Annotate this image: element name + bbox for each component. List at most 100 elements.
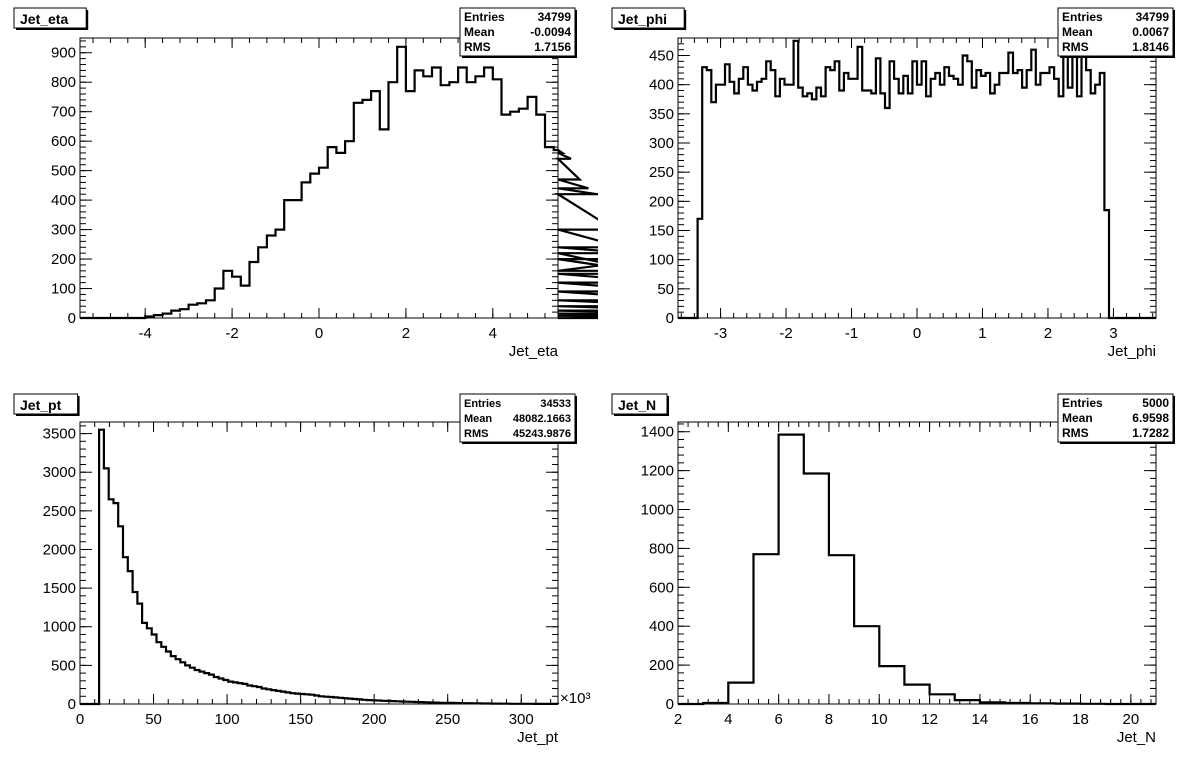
histogram-title: Jet_pt <box>13 393 80 416</box>
histogram-jet-n: 2 4 6 8 10 12 14 16 18 20020040060080010001200140… <box>611 393 1175 746</box>
stats-box: Entries 34799 Mean 0.0067 RMS 1.8146 <box>1057 7 1175 58</box>
x-tick-label: 250 <box>435 711 460 728</box>
x-tick-label: 4 <box>489 325 497 342</box>
x-axis-label: Jet_N <box>1117 729 1156 746</box>
histogram-line <box>678 433 1156 706</box>
y-tick-label: 1000 <box>641 502 674 519</box>
x-axis-scale-label: ×10³ <box>560 690 590 707</box>
histogram-jet-pt: 0 50 100 150 200 250 3000500100015002000250030… <box>13 393 590 746</box>
stats-label: RMS <box>1062 40 1089 54</box>
x-tick-label: -4 <box>139 325 152 342</box>
x-tick-label: 2 <box>402 325 410 342</box>
x-tick-label: 12 <box>921 711 938 728</box>
y-tick-label: 700 <box>51 104 76 121</box>
stats-value: 34799 <box>1136 10 1170 24</box>
x-tick-label: 14 <box>972 711 989 728</box>
stats-box: Entries 5000 Mean 6.9598 RMS 1.7282 <box>1057 393 1175 444</box>
y-tick-label: 0 <box>68 310 76 327</box>
stats-value: 45243.9876 <box>513 428 571 440</box>
x-tick-label: 20 <box>1122 711 1139 728</box>
x-tick-label: 2 <box>674 711 682 728</box>
stats-value: 5000 <box>1142 396 1169 410</box>
x-tick-label: 0 <box>315 325 323 342</box>
stats-box: Entries 34799 Mean -0.0094 RMS 1.7156 <box>459 7 577 58</box>
y-tick-label: 200 <box>649 193 674 210</box>
y-tick-label: 200 <box>649 657 674 674</box>
y-tick-label: 800 <box>649 540 674 557</box>
y-tick-label: 250 <box>649 164 674 181</box>
x-axis-label: Jet_phi <box>1108 343 1156 360</box>
y-tick-label: 200 <box>51 251 76 268</box>
y-tick-label: 600 <box>649 579 674 596</box>
stats-label: RMS <box>464 40 491 54</box>
stats-value: 1.7156 <box>534 40 571 54</box>
y-tick-label: 400 <box>649 77 674 94</box>
stats-box: Entries 34533 Mean 48082.1663 RMS 45243.9876 <box>459 393 577 444</box>
histogram-line <box>678 39 1156 320</box>
histogram-title-text: Jet_N <box>618 397 656 413</box>
x-tick-label: 2 <box>1044 325 1052 342</box>
stats-label: Mean <box>464 413 492 425</box>
stats-value: 6.9598 <box>1132 411 1169 425</box>
x-tick-label: 18 <box>1072 711 1089 728</box>
y-tick-label: 150 <box>649 223 674 240</box>
x-tick-label: -2 <box>225 325 238 342</box>
stats-label: Entries <box>1062 396 1103 410</box>
histogram-title-text: Jet_pt <box>20 397 62 413</box>
y-tick-label: 600 <box>51 133 76 150</box>
stats-value: 34533 <box>540 398 571 410</box>
x-tick-label: 200 <box>362 711 387 728</box>
stats-label: Mean <box>1062 411 1093 425</box>
y-tick-label: 500 <box>51 163 76 180</box>
y-tick-label: 0 <box>666 696 674 713</box>
stats-label: Entries <box>464 398 501 410</box>
stats-value: 34799 <box>538 10 572 24</box>
x-tick-label: 10 <box>871 711 888 728</box>
y-tick-label: 100 <box>649 252 674 269</box>
y-tick-label: 3000 <box>43 464 76 481</box>
y-tick-label: 800 <box>51 74 76 91</box>
stats-label: RMS <box>1062 426 1089 440</box>
y-tick-label: 500 <box>51 657 76 674</box>
stats-value: 48082.1663 <box>513 413 571 425</box>
histogram-line <box>80 45 598 320</box>
histogram-title: Jet_phi <box>611 7 687 30</box>
y-tick-label: 1400 <box>641 424 674 441</box>
stats-label: Entries <box>1062 10 1103 24</box>
y-tick-label: 300 <box>649 135 674 152</box>
plot-frame <box>79 37 559 319</box>
stats-value: 1.7282 <box>1132 426 1169 440</box>
x-tick-label: 1 <box>978 325 986 342</box>
y-tick-label: 400 <box>51 192 76 209</box>
x-tick-label: -1 <box>845 325 858 342</box>
x-tick-label: 0 <box>76 711 84 728</box>
y-tick-label: 900 <box>51 45 76 62</box>
y-tick-label: 1200 <box>641 463 674 480</box>
x-tick-label: 4 <box>724 711 732 728</box>
y-tick-label: 350 <box>649 106 674 123</box>
stats-value: 0.0067 <box>1132 25 1169 39</box>
x-tick-label: 150 <box>288 711 313 728</box>
x-tick-label: 300 <box>509 711 534 728</box>
x-tick-label: 8 <box>825 711 833 728</box>
plot-frame <box>677 421 1157 705</box>
histogram-title: Jet_eta <box>13 7 89 30</box>
y-tick-label: 0 <box>666 310 674 327</box>
histogram-jet-phi: -3 -2 -1 0 1 2 3 0 50 100 150 200 250 300 350 400 450 Jet… <box>611 7 1175 360</box>
x-tick-label: 16 <box>1022 711 1039 728</box>
x-tick-label: -3 <box>714 325 727 342</box>
y-tick-label: 450 <box>649 48 674 65</box>
y-tick-label: 50 <box>657 281 674 298</box>
histogram-title-text: Jet_eta <box>20 11 68 27</box>
y-tick-label: 100 <box>51 281 76 298</box>
stats-value: -0.0094 <box>530 25 571 39</box>
y-tick-label: 1500 <box>43 580 76 597</box>
plot-frame <box>79 421 559 705</box>
histogram-jet-eta: -4 -2 0 2 4 0 100 200 300 400 500 600 700 800 900 Jet_e… <box>13 7 598 360</box>
x-tick-label: 6 <box>774 711 782 728</box>
y-tick-label: 1000 <box>43 619 76 636</box>
stats-label: Mean <box>1062 25 1093 39</box>
stats-label: RMS <box>464 428 488 440</box>
x-tick-label: 100 <box>215 711 240 728</box>
x-tick-label: 50 <box>145 711 162 728</box>
